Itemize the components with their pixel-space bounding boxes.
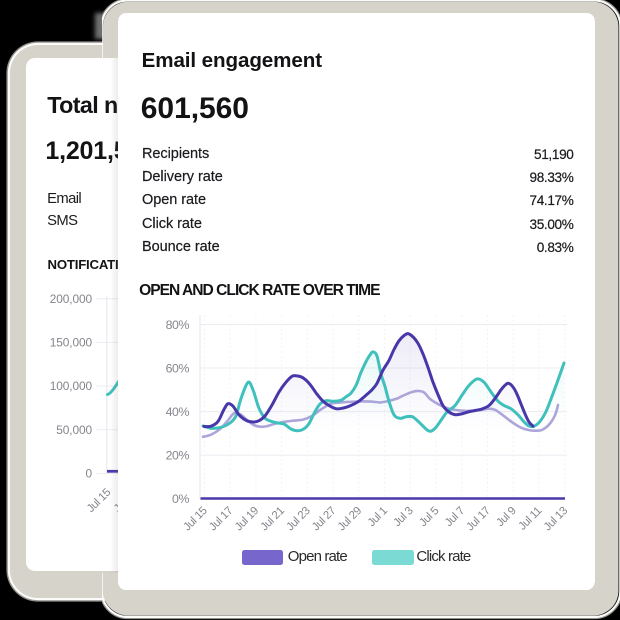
svg-text:150,000: 150,000	[50, 336, 93, 350]
svg-text:Jul 11: Jul 11	[517, 505, 545, 533]
svg-text:Jul 9: Jul 9	[494, 505, 518, 529]
svg-text:100,000: 100,000	[50, 379, 93, 393]
svg-text:Jul 17: Jul 17	[207, 505, 235, 533]
svg-text:40%: 40%	[166, 405, 190, 419]
svg-text:0: 0	[85, 467, 92, 481]
svg-text:Jul 29: Jul 29	[336, 505, 364, 533]
svg-text:Jul 19: Jul 19	[233, 505, 261, 533]
svg-text:Jul 3: Jul 3	[391, 505, 415, 529]
svg-text:Jul 7: Jul 7	[443, 505, 467, 529]
svg-text:60%: 60%	[166, 361, 190, 375]
svg-text:Jul 1: Jul 1	[366, 505, 390, 529]
svg-text:Jul 21: Jul 21	[259, 505, 287, 533]
svg-text:20%: 20%	[166, 448, 190, 462]
svg-text:Jul 17: Jul 17	[464, 505, 492, 533]
svg-text:Jul 15: Jul 15	[181, 505, 209, 533]
svg-text:Jul 23: Jul 23	[284, 505, 312, 533]
svg-text:80%: 80%	[166, 318, 190, 332]
svg-text:Jul 13: Jul 13	[542, 505, 570, 533]
svg-text:0%: 0%	[172, 492, 189, 506]
svg-text:200,000: 200,000	[50, 292, 93, 306]
svg-text:50,000: 50,000	[56, 423, 92, 437]
svg-text:Jul 27: Jul 27	[310, 505, 338, 533]
svg-text:Jul 5: Jul 5	[417, 505, 441, 529]
